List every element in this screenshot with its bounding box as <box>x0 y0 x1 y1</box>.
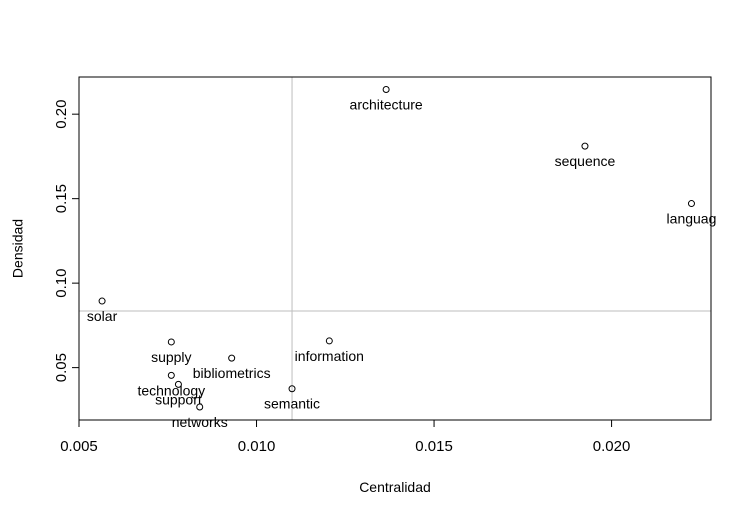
data-point <box>174 380 182 388</box>
point-label: bibliometrics <box>193 365 271 381</box>
x-tick-label: 0.010 <box>238 438 276 455</box>
plot-frame <box>78 76 712 421</box>
data-point <box>98 297 106 305</box>
point-label: sequence <box>555 153 616 169</box>
point-label: semantic <box>264 396 320 412</box>
point-label: solar <box>87 308 118 324</box>
data-point <box>167 338 175 346</box>
data-point <box>167 371 175 379</box>
point-labels: architecture sequence languag solar informat… <box>87 97 716 430</box>
point-label: supply <box>151 349 191 365</box>
point-label: languag <box>667 211 717 227</box>
data-point <box>382 86 390 94</box>
data-point <box>288 385 296 393</box>
point-label: technology <box>137 382 205 398</box>
y-axis: 0.05 0.10 0.15 0.20 <box>53 100 80 382</box>
y-tick-label: 0.05 <box>53 353 70 382</box>
reference-lines <box>79 77 711 420</box>
x-tick-label: 0.005 <box>60 438 98 455</box>
y-tick-label: 0.20 <box>53 100 70 129</box>
x-axis: 0.005 0.010 0.015 0.020 <box>60 419 631 455</box>
data-points <box>98 86 695 411</box>
point-label: networks <box>172 414 228 430</box>
data-point <box>325 337 333 345</box>
y-axis-title: Densidad <box>10 219 26 278</box>
x-axis-title: Centralidad <box>359 479 431 495</box>
data-point <box>581 142 589 150</box>
y-tick-label: 0.10 <box>53 269 70 298</box>
point-label: information <box>295 348 364 364</box>
point-label: support <box>155 391 202 407</box>
y-tick-label: 0.15 <box>53 184 70 213</box>
x-tick-label: 0.015 <box>415 438 453 455</box>
x-tick-label: 0.020 <box>593 438 631 455</box>
point-label: architecture <box>350 97 423 113</box>
data-point <box>196 403 204 411</box>
data-point <box>687 200 695 208</box>
data-point <box>228 354 236 362</box>
